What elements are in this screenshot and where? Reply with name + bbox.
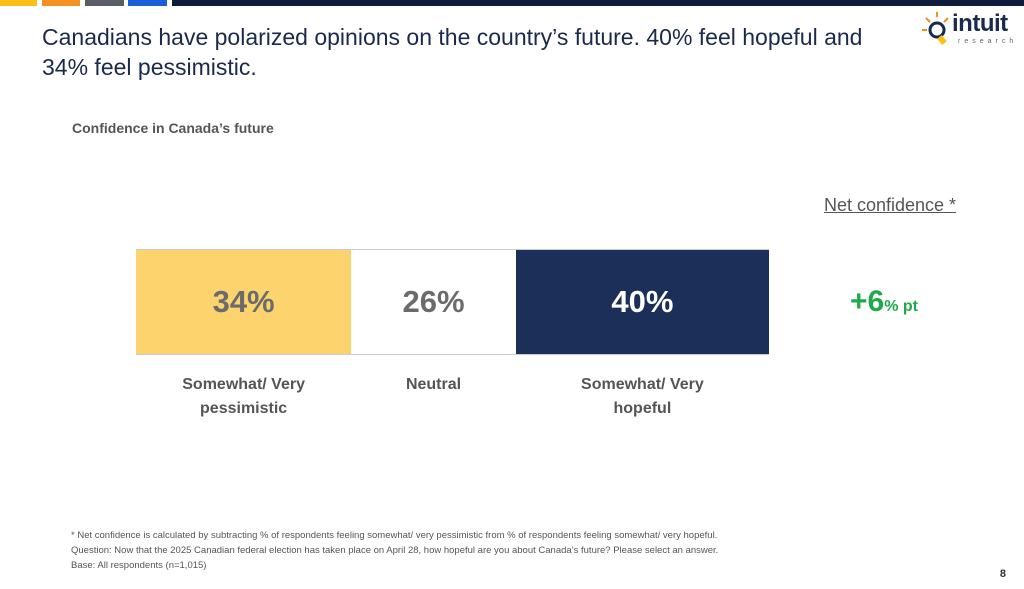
footnote-question: Question: Now that the 2025 Canadian fed… [71,545,719,556]
data-label: 40% [611,284,674,319]
stripe-gray [85,0,124,6]
lightbulb-icon [922,12,949,45]
bar-segment-1: 26% [351,250,516,354]
net-confidence-value: +6% pt [850,285,918,319]
net-number: +6 [850,285,885,318]
category-label: Neutral [405,376,462,393]
category-label: Somewhat/ Very hopeful [581,376,704,417]
stripe-navy [172,0,1024,6]
bar-segment-0: 34% [136,250,352,354]
chart-title: Confidence in Canada’s future [72,120,274,136]
logo-name: intuit [952,10,1008,37]
footnotes: * Net confidence is calculated by subtra… [71,528,718,573]
footnote-base: Base: All respondents (n=1,015) [71,560,207,571]
net-confidence-label: Net confidence * [823,195,957,215]
data-label: 34% [212,284,275,319]
stripe-orange [42,0,80,6]
slide-title: Canadians have polarized opinions on the… [42,24,863,80]
stacked-bar: 34% 26% 40% [136,249,769,355]
category-label: Somewhat/ Very pessimistic [182,376,305,417]
bar-segment-2: 40% [515,250,769,354]
stripe-blue [128,0,167,6]
net-unit: % pt [884,298,918,315]
logo: intuit research [922,10,1022,50]
page-number: 8 [999,568,1006,580]
stripe-yellow [0,0,37,6]
data-label: 26% [402,284,465,319]
footnote-net: * Net confidence is calculated by subtra… [71,530,718,541]
logo-tagline: research [958,38,1018,45]
